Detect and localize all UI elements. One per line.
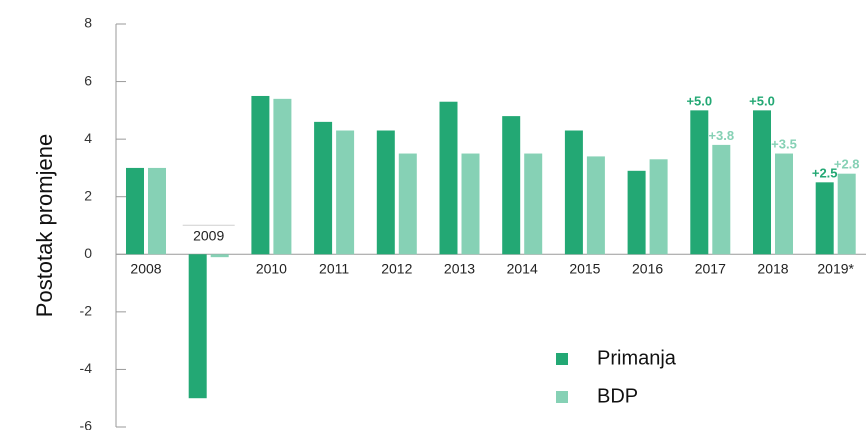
category-label: 2016: [632, 260, 663, 276]
bar-bdp: [336, 130, 355, 255]
category-label: 2013: [444, 260, 475, 276]
y-tick-label: 0: [84, 245, 92, 261]
category-label: 2012: [381, 260, 412, 276]
bar-bdp: [398, 153, 417, 255]
y-tick-label: 6: [84, 72, 92, 88]
bar-primanja: [376, 130, 395, 255]
bar-primanja: [314, 121, 333, 255]
category-label: 2008: [130, 260, 161, 276]
category-label: 2017: [695, 260, 726, 276]
data-label: +3.5: [771, 137, 797, 152]
bar-bdp: [461, 153, 480, 255]
bar-primanja: [188, 254, 207, 399]
category-label: 2014: [507, 260, 538, 276]
bar-primanja: [502, 116, 521, 255]
bar-primanja: [690, 110, 709, 255]
legend-swatch-bdp: [556, 391, 568, 403]
bar-bdp: [210, 254, 229, 258]
bar-bdp: [273, 98, 292, 255]
legend-swatch-primanja: [556, 353, 568, 365]
bar-bdp: [148, 167, 166, 255]
axes: -6 -4 -2 0 2 4 6 8: [80, 15, 866, 430]
data-labels: +5.0 +3.8 +5.0 +3.5 +2.5+2.8: [686, 93, 859, 180]
y-tick-label: 4: [84, 130, 92, 146]
y-tick-label: -6: [80, 418, 93, 430]
category-label: 2019*: [817, 260, 854, 276]
data-label: +2.5: [812, 165, 838, 180]
bar-primanja: [627, 170, 646, 255]
category-label: 2011: [319, 260, 349, 276]
bar-bdp: [712, 144, 731, 255]
category-label: 2018: [757, 260, 788, 276]
bar-primanja: [439, 101, 458, 255]
bar-primanja: [564, 130, 583, 255]
legend-label-primanja: Primanja: [597, 347, 677, 369]
bar-bdp: [586, 156, 605, 255]
y-axis-label: Postotak promjene: [32, 134, 57, 317]
bar-primanja: [815, 182, 834, 255]
bar-primanja: [753, 110, 771, 255]
category-label: 2009: [193, 227, 224, 243]
legend-label-bdp: BDP: [597, 385, 638, 407]
bar-bdp: [775, 153, 793, 255]
bar-bdp: [524, 153, 543, 255]
data-label: +5.0: [749, 93, 775, 108]
y-tick-label: -4: [80, 360, 93, 376]
data-label: +2.8: [834, 157, 860, 172]
bar-bdp: [837, 173, 856, 255]
bars: [126, 95, 856, 399]
category-label: 2015: [569, 260, 600, 276]
bar-primanja: [126, 167, 144, 255]
y-tick-label: 8: [84, 15, 92, 31]
bar-bdp: [649, 159, 668, 255]
category-labels: 2008 2009 2010 2011 2012 2013 2014 2015 2016 2017…: [130, 224, 855, 276]
y-tick-label: 2: [84, 187, 92, 203]
legend: Primanja BDP: [556, 347, 677, 407]
y-tick-label: -2: [80, 303, 93, 319]
category-label: 2010: [256, 260, 287, 276]
data-label: +5.0: [686, 93, 712, 108]
data-label: +3.8: [708, 128, 734, 143]
bar-primanja: [251, 95, 270, 255]
